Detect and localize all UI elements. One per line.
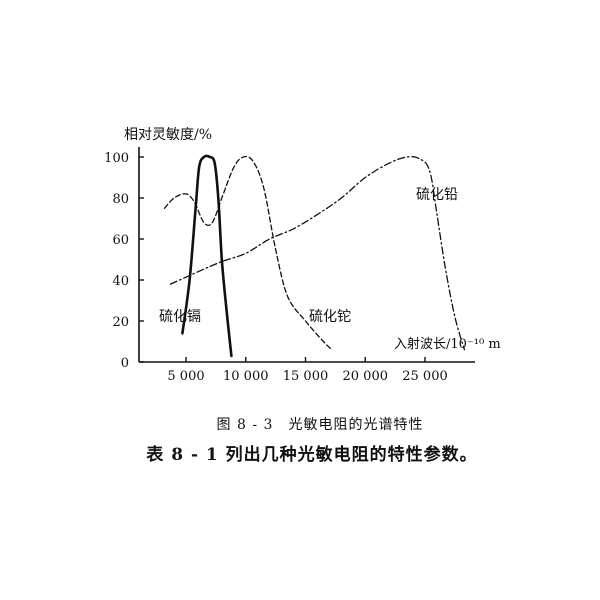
series-label-tl2s: 硫化铊	[309, 309, 351, 325]
table-note: 表 8 - 1 列出几种光敏电阻的特性参数。	[146, 445, 478, 465]
series-line-2	[169, 156, 466, 351]
x-ticks: 5 000 10 000 15 000 20 000 25 000	[167, 357, 448, 384]
y-tick-label: 0	[121, 356, 129, 371]
series-lines	[163, 154, 466, 358]
x-tick-label: 5 000	[167, 369, 204, 384]
figure-caption: 图 8 - 3 光敏电阻的光谱特性	[216, 417, 424, 433]
series-label-pbs: 硫化铅	[416, 187, 458, 203]
y-tick-label: 20	[112, 315, 129, 330]
series-label-cds: 硫化镉	[159, 309, 201, 325]
y-tick-label: 60	[112, 233, 129, 248]
x-tick-label: 10 000	[223, 369, 269, 384]
y-axis-label: 相对灵敏度/%	[124, 127, 212, 143]
x-axis-label: 入射波长/10⁻¹⁰ m	[394, 336, 501, 352]
series-line-1	[163, 155, 333, 351]
y-tick-label: 40	[112, 274, 129, 289]
y-tick-label: 80	[112, 192, 129, 207]
y-ticks: 0 20 40 60 80 100	[104, 151, 144, 371]
series-line-0	[181, 154, 233, 358]
x-tick-label: 25 000	[402, 369, 448, 384]
x-tick-label: 20 000	[343, 369, 389, 384]
y-tick-label: 100	[104, 151, 129, 166]
x-tick-label: 15 000	[283, 369, 329, 384]
